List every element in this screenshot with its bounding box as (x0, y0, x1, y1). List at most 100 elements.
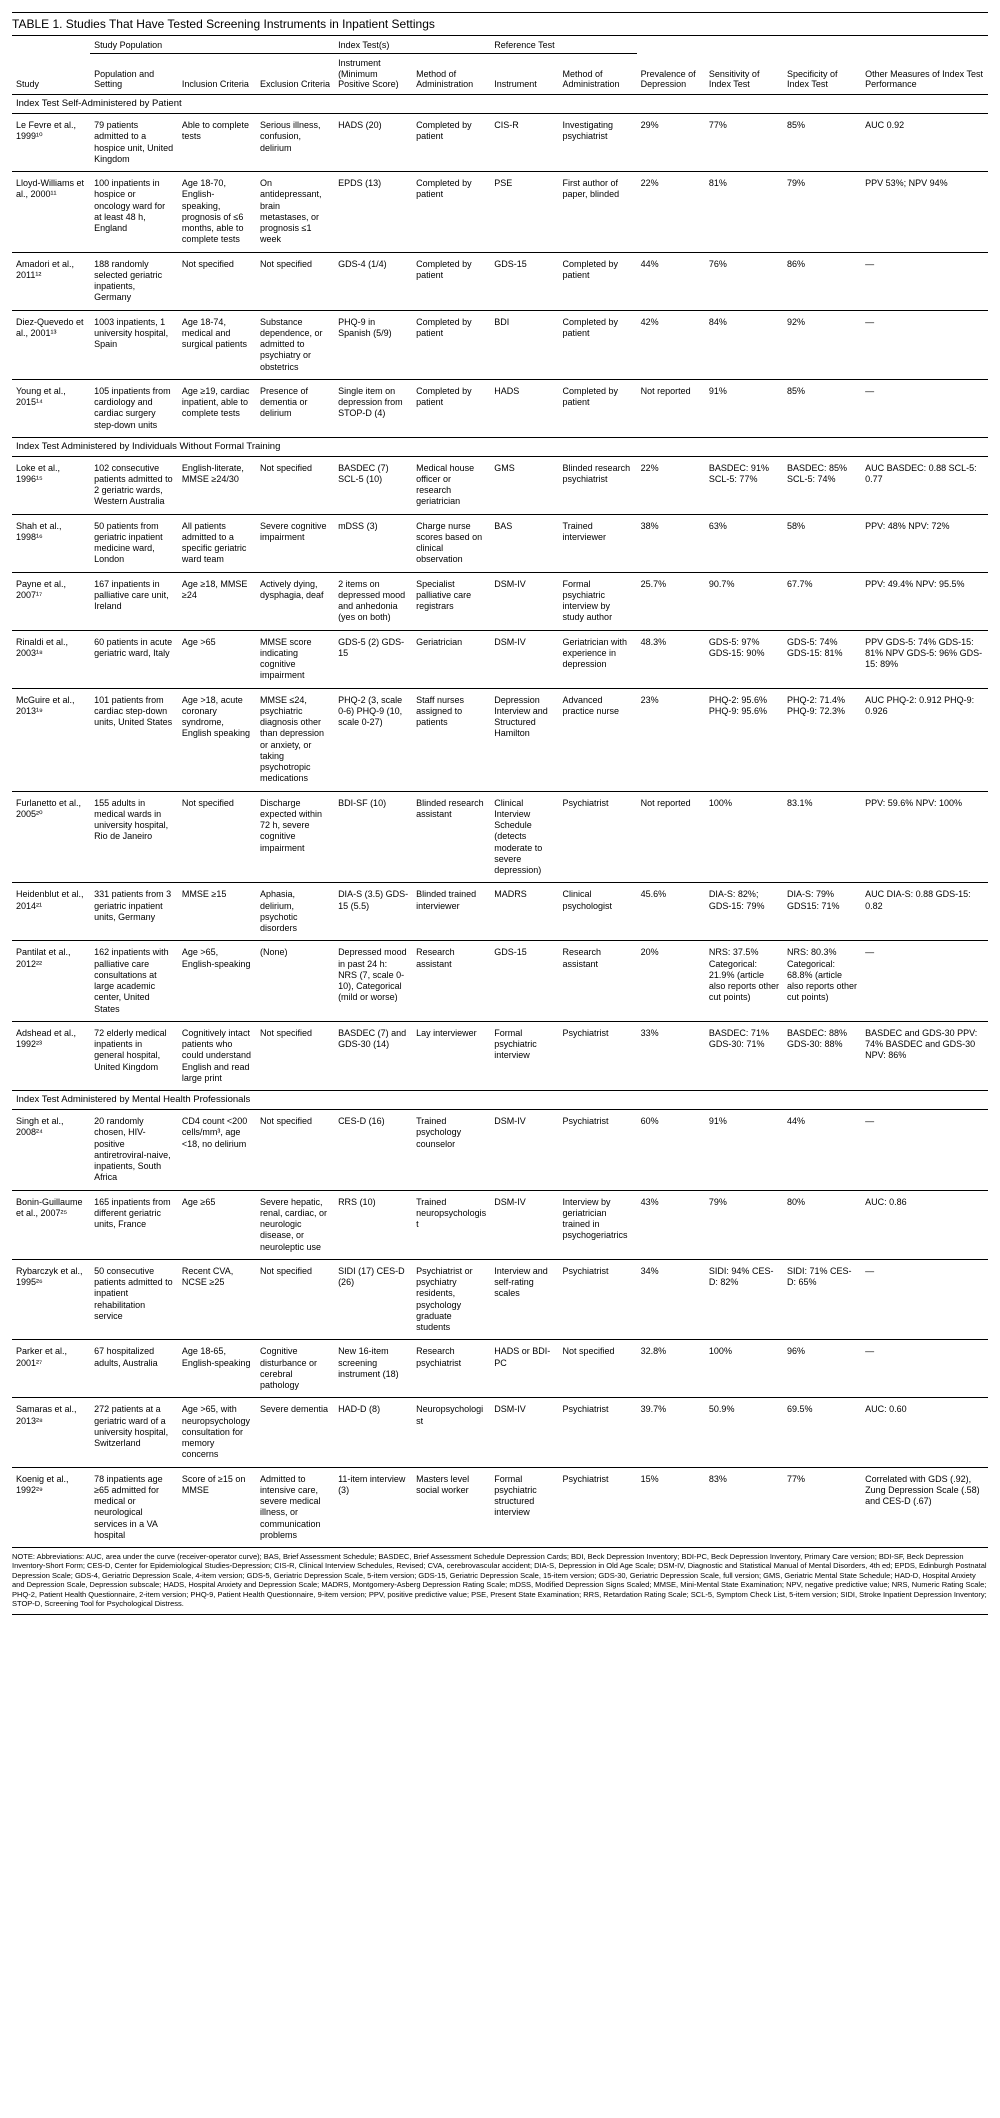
table-cell: Serious illness, confusion, delirium (256, 114, 334, 172)
table-cell: Blinded research assistant (412, 791, 490, 883)
table-cell: 84% (705, 310, 783, 379)
table-cell: 101 patients from cardiac step-down unit… (90, 688, 178, 791)
table-cell: 23% (637, 688, 705, 791)
table-cell: PPV 53%; NPV 94% (861, 172, 988, 253)
table-cell: MMSE score indicating cognitive impairme… (256, 630, 334, 688)
table-cell: 81% (705, 172, 783, 253)
table-cell: 60 patients in acute geriatric ward, Ita… (90, 630, 178, 688)
table-cell: CES-D (16) (334, 1110, 412, 1191)
table-row: Adshead et al., 1992²³72 elderly medical… (12, 1021, 988, 1090)
col-population: Population and Setting (90, 53, 178, 94)
table-row: Pantilat et al., 2012²²162 inpatients wi… (12, 941, 988, 1022)
colgroup-reference-test: Reference Test (490, 36, 636, 53)
section-label: Index Test Administered by Mental Health… (12, 1091, 988, 1110)
table-cell: 72 elderly medical inpatients in general… (90, 1021, 178, 1090)
table-cell: Recent CVA, NCSE ≥25 (178, 1259, 256, 1340)
table-cell: Not reported (637, 791, 705, 883)
table-cell: Able to complete tests (178, 114, 256, 172)
table-cell: Not specified (256, 1259, 334, 1340)
table-cell: 105 inpatients from cardiology and cardi… (90, 379, 178, 437)
table-cell: SIDI: 71% CES-D: 65% (783, 1259, 861, 1340)
table-cell: Amadori et al., 2011¹² (12, 252, 90, 310)
table-cell: 29% (637, 114, 705, 172)
table-cell: — (861, 252, 988, 310)
table-cell: 38% (637, 514, 705, 572)
table-cell: Research assistant (559, 941, 637, 1022)
table-cell: English-literate, MMSE ≥24/30 (178, 456, 256, 514)
table-cell: Blinded research psychiatrist (559, 456, 637, 514)
table-cell: Age ≥65 (178, 1190, 256, 1259)
table-cell: Severe hepatic, renal, cardiac, or neuro… (256, 1190, 334, 1259)
table-cell: 100 inpatients in hospice or oncology wa… (90, 172, 178, 253)
table-cell: Formal psychiatric interview (490, 1021, 558, 1090)
col-prevalence: Prevalence of Depression (637, 53, 705, 94)
table-row: Samaras et al., 2013²⁸272 patients at a … (12, 1398, 988, 1467)
table-cell: Not specified (256, 456, 334, 514)
table-cell: 83.1% (783, 791, 861, 883)
col-inclusion: Inclusion Criteria (178, 53, 256, 94)
table-cell: GDS-5: 74% GDS-15: 81% (783, 630, 861, 688)
table-cell: 2 items on depressed mood and anhedonia … (334, 572, 412, 630)
table-cell: 34% (637, 1259, 705, 1340)
table-cell: 188 randomly selected geriatric inpatien… (90, 252, 178, 310)
table-row: Singh et al., 2008²⁴20 randomly chosen, … (12, 1110, 988, 1191)
table-cell: First author of paper, blinded (559, 172, 637, 253)
table-cell: DSM-IV (490, 630, 558, 688)
table-cell: Pantilat et al., 2012²² (12, 941, 90, 1022)
table-cell: Presence of dementia or delirium (256, 379, 334, 437)
table-cell: CIS-R (490, 114, 558, 172)
table-row: Shah et al., 1998¹⁶50 patients from geri… (12, 514, 988, 572)
table-cell: Blinded trained interviewer (412, 883, 490, 941)
table-cell: — (861, 379, 988, 437)
table-cell: Lloyd-Williams et al., 2000¹¹ (12, 172, 90, 253)
table-cell: 162 inpatients with palliative care cons… (90, 941, 178, 1022)
table-cell: PPV: 48% NPV: 72% (861, 514, 988, 572)
table-cell: 22% (637, 172, 705, 253)
table-cell: 1003 inpatients, 1 university hospital, … (90, 310, 178, 379)
table-cell: Trained psychology counselor (412, 1110, 490, 1191)
table-cell: 60% (637, 1110, 705, 1191)
table-cell: HADS or BDI-PC (490, 1340, 558, 1398)
section-label: Index Test Administered by Individuals W… (12, 437, 988, 456)
table-cell: BASDEC: 85% SCL-5: 74% (783, 456, 861, 514)
table-cell: 79% (705, 1190, 783, 1259)
studies-table: Study Population Index Test(s) Reference… (12, 36, 988, 1548)
table-cell: Formal psychiatric structured interview (490, 1467, 558, 1548)
header-row: Study Population and Setting Inclusion C… (12, 53, 988, 94)
table-cell: 20 randomly chosen, HIV-positive antiret… (90, 1110, 178, 1191)
table-cell: MMSE ≥15 (178, 883, 256, 941)
table-cell: Le Fevre et al., 1999¹⁰ (12, 114, 90, 172)
table-cell: 25.7% (637, 572, 705, 630)
table-cell: BASDEC (7) SCL-5 (10) (334, 456, 412, 514)
table-cell: GDS-5: 97% GDS-15: 90% (705, 630, 783, 688)
table-cell: Geriatrician (412, 630, 490, 688)
table-cell: 83% (705, 1467, 783, 1548)
table-cell: Psychiatrist (559, 1467, 637, 1548)
table-cell: mDSS (3) (334, 514, 412, 572)
table-cell: AUC DIA-S: 0.88 GDS-15: 0.82 (861, 883, 988, 941)
table-cell: Completed by patient (412, 310, 490, 379)
table-cell: PPV GDS-5: 74% GDS-15: 81% NPV GDS-5: 96… (861, 630, 988, 688)
table-cell: Severe cognitive impairment (256, 514, 334, 572)
table-cell: Koenig et al., 1992²⁹ (12, 1467, 90, 1548)
table-cell: — (861, 941, 988, 1022)
table-cell: 33% (637, 1021, 705, 1090)
table-cell: Age >65, English-speaking (178, 941, 256, 1022)
table-cell: Heidenblut et al., 2014²¹ (12, 883, 90, 941)
table-cell: Medical house officer or research geriat… (412, 456, 490, 514)
table-cell: Psychiatrist (559, 1398, 637, 1467)
table-cell: PHQ-2: 71.4% PHQ-9: 72.3% (783, 688, 861, 791)
table-row: Furlanetto et al., 2005²⁰155 adults in m… (12, 791, 988, 883)
table-cell: Shah et al., 1998¹⁶ (12, 514, 90, 572)
table-cell: DSM-IV (490, 1190, 558, 1259)
table-cell: GDS-5 (2) GDS-15 (334, 630, 412, 688)
table-cell: 86% (783, 252, 861, 310)
table-cell: 91% (705, 1110, 783, 1191)
table-cell: Young et al., 2015¹⁴ (12, 379, 90, 437)
table-cell: All patients admitted to a specific geri… (178, 514, 256, 572)
col-ref-instrument: Instrument (490, 53, 558, 94)
table-cell: 50 consecutive patients admitted to inpa… (90, 1259, 178, 1340)
table-cell: Interview and self-rating scales (490, 1259, 558, 1340)
table-cell: Score of ≥15 on MMSE (178, 1467, 256, 1548)
table-cell: DSM-IV (490, 572, 558, 630)
